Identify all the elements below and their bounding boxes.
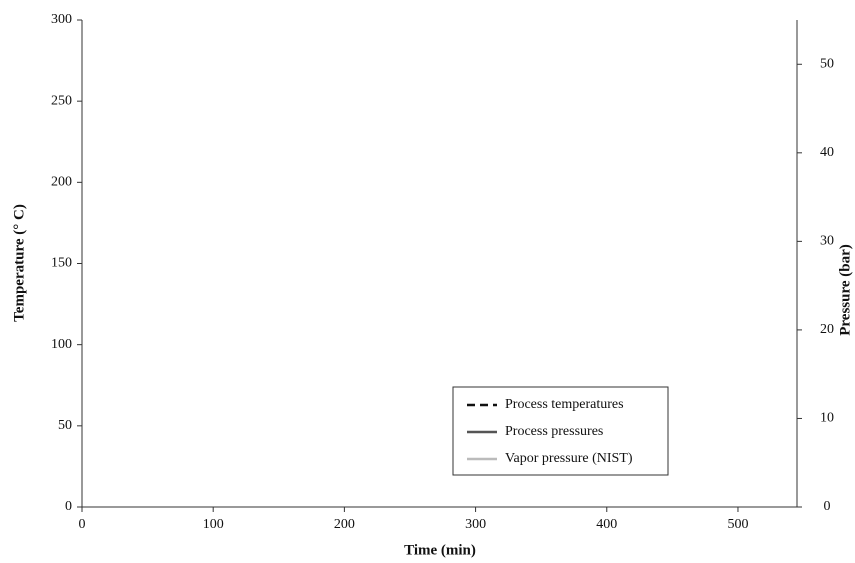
y2-tick-label: 40 [820,145,834,160]
x-tick-label: 200 [334,517,355,532]
legend-label: Vapor pressure (NIST) [505,451,633,466]
y2-axis-label: Pressure (bar) [837,244,853,336]
y-tick-label: 0 [65,499,72,514]
y-tick-label: 50 [58,418,72,433]
legend-label: Process temperatures [505,397,624,412]
y-tick-label: 100 [51,337,72,352]
x-tick-label: 100 [203,517,224,532]
y-tick-label: 300 [51,12,72,27]
legend-label: Process pressures [505,424,603,439]
y-axis-label: Temperature (° C) [11,204,27,322]
y2-tick-label: 10 [820,411,834,426]
y-tick-label: 250 [51,93,72,108]
y-tick-label: 150 [51,256,72,271]
x-tick-label: 0 [79,517,86,532]
y-tick-label: 200 [51,175,72,190]
y2-tick-label: 30 [820,234,834,249]
x-tick-label: 500 [727,517,748,532]
x-tick-label: 400 [596,517,617,532]
y2-tick-label: 20 [820,322,834,337]
y2-tick-label: 50 [820,56,834,71]
x-axis-label: Time (min) [404,542,476,558]
y2-tick-label: 0 [824,499,831,514]
x-tick-label: 300 [465,517,486,532]
